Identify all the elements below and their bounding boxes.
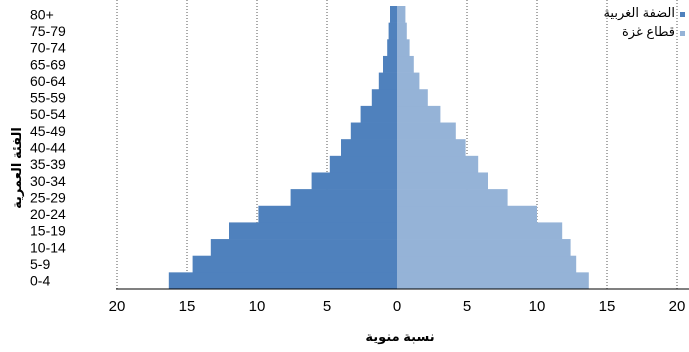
bar-gaza-25-29 xyxy=(397,189,508,207)
x-tick-label: 20 xyxy=(109,298,126,315)
bar-west-bank-40-44 xyxy=(341,139,397,157)
bar-west-bank-25-29 xyxy=(290,189,397,207)
grid-lines xyxy=(116,0,678,289)
x-tick-label: 20 xyxy=(669,298,686,315)
y-tick-label: 0-4 xyxy=(30,273,50,289)
bar-gaza-0-4 xyxy=(397,272,589,290)
y-tick-label: 25-29 xyxy=(30,189,66,205)
bar-gaza-80+ xyxy=(397,6,406,23)
y-tick-label: 50-54 xyxy=(30,106,66,122)
y-tick-label: 5-9 xyxy=(30,256,50,272)
y-tick-label: 10-14 xyxy=(30,239,66,255)
bar-west-bank-80+ xyxy=(390,6,397,23)
legend: الضفة الغربية قطاع غزة xyxy=(603,5,685,40)
y-tick-label: 30-34 xyxy=(30,173,66,189)
bar-gaza-45-49 xyxy=(397,122,456,140)
bar-gaza-50-54 xyxy=(397,105,441,123)
bar-west-bank-20-24 xyxy=(258,205,397,223)
bar-gaza-70-74 xyxy=(397,39,410,57)
legend-label: قطاع غزة xyxy=(622,24,675,40)
y-tick-label: 45-49 xyxy=(30,123,66,139)
bar-west-bank-70-74 xyxy=(387,39,397,57)
y-tick-label: 20-24 xyxy=(30,206,66,222)
y-tick-labels: 0-45-910-1415-1920-2425-2930-3435-3940-4… xyxy=(30,6,66,288)
bar-gaza-30-34 xyxy=(397,172,488,190)
y-tick-label: 80+ xyxy=(30,6,54,22)
bar-gaza-40-44 xyxy=(397,139,466,157)
bar-west-bank-10-14 xyxy=(210,239,397,257)
y-tick-label: 60-64 xyxy=(30,73,66,89)
bar-gaza-55-59 xyxy=(397,89,428,107)
legend-label: الضفة الغربية xyxy=(603,5,675,21)
bar-west-bank-55-59 xyxy=(371,89,397,107)
x-tick-label: 15 xyxy=(599,298,616,315)
y-axis-title: الفئة العمرية xyxy=(9,127,24,209)
y-tick-label: 65-69 xyxy=(30,56,66,72)
bar-gaza-75-79 xyxy=(397,22,407,40)
bar-gaza-65-69 xyxy=(397,55,414,73)
legend-swatch xyxy=(680,31,685,36)
x-tick-label: 10 xyxy=(529,298,546,315)
y-tick-label: 70-74 xyxy=(30,40,66,56)
bar-west-bank-75-79 xyxy=(388,22,397,40)
bar-west-bank-50-54 xyxy=(360,105,397,123)
x-tick-labels: 20 15 10 5 0 5 10 15 20 xyxy=(109,298,686,315)
bars-group xyxy=(168,6,589,290)
x-tick-label: 0 xyxy=(393,298,401,315)
bar-gaza-5-9 xyxy=(397,255,577,273)
bar-gaza-20-24 xyxy=(397,205,537,223)
bar-west-bank-65-69 xyxy=(383,55,397,73)
bar-gaza-15-19 xyxy=(397,222,563,240)
x-tick-label: 5 xyxy=(323,298,331,315)
y-tick-label: 40-44 xyxy=(30,140,66,156)
x-tick-label: 15 xyxy=(179,298,196,315)
y-tick-label: 35-39 xyxy=(30,156,66,172)
y-tick-label: 15-19 xyxy=(30,223,66,239)
y-tick-label: 55-59 xyxy=(30,90,66,106)
bar-west-bank-45-49 xyxy=(350,122,397,140)
bar-west-bank-35-39 xyxy=(329,155,397,173)
bar-gaza-35-39 xyxy=(397,155,479,173)
x-axis-title: نسبة منوية xyxy=(365,329,434,344)
legend-swatch xyxy=(680,12,685,17)
bar-west-bank-5-9 xyxy=(192,255,397,273)
bar-west-bank-0-4 xyxy=(168,272,397,290)
bar-gaza-10-14 xyxy=(397,239,571,257)
y-tick-label: 75-79 xyxy=(30,23,66,39)
bar-gaza-60-64 xyxy=(397,72,420,90)
bar-west-bank-30-34 xyxy=(311,172,397,190)
x-tick-label: 5 xyxy=(463,298,471,315)
x-tick-label: 10 xyxy=(249,298,266,315)
bar-west-bank-60-64 xyxy=(378,72,397,90)
bar-west-bank-15-19 xyxy=(229,222,397,240)
